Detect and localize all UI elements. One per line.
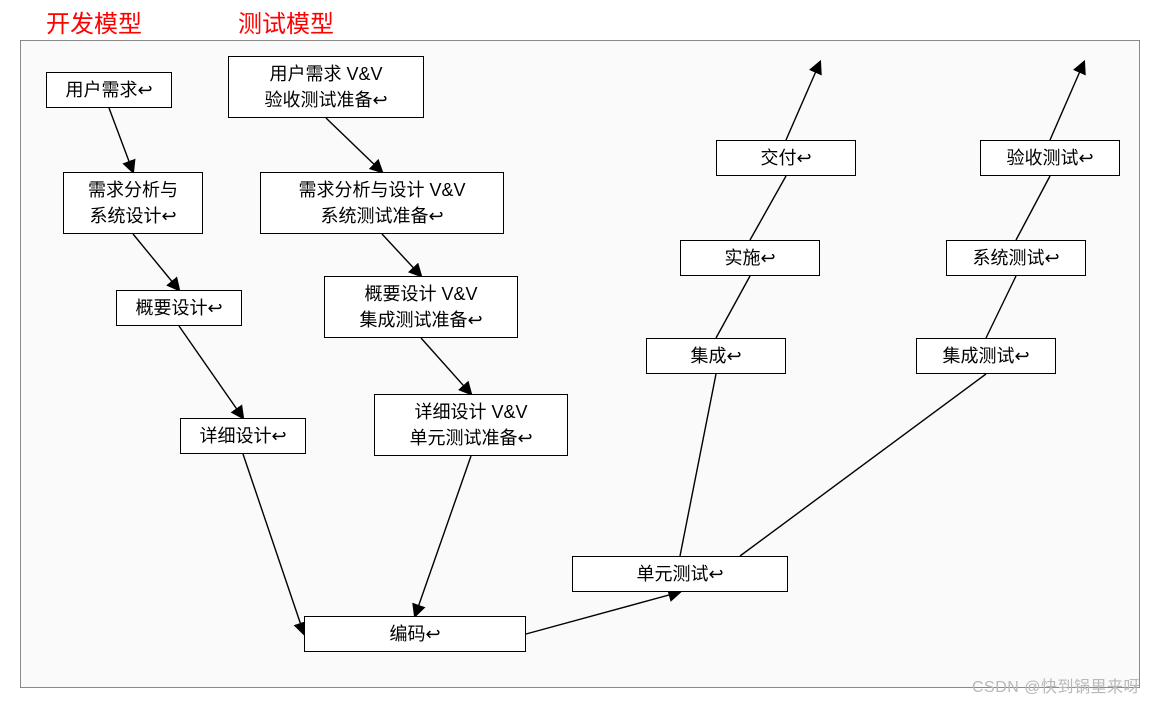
node-vv3-line0: 概要设计 V&V (333, 281, 509, 307)
node-tacc-line0: 验收测试↩ (989, 145, 1111, 171)
node-dev1: 用户需求↩ (46, 72, 172, 108)
node-tacc: 验收测试↩ (980, 140, 1120, 176)
title-test: 测试模型 (238, 4, 334, 39)
node-vv4-line0: 详细设计 V&V (383, 399, 559, 425)
node-unit-line0: 单元测试↩ (581, 561, 779, 587)
node-vv1: 用户需求 V&V验收测试准备↩ (228, 56, 424, 118)
node-impl: 实施↩ (680, 240, 820, 276)
node-int: 集成↩ (646, 338, 786, 374)
title-dev: 开发模型 (46, 4, 142, 39)
node-vv1-line0: 用户需求 V&V (237, 61, 415, 87)
node-tint: 集成测试↩ (916, 338, 1056, 374)
node-vv3-line1: 集成测试准备↩ (333, 307, 509, 333)
node-vv1-line1: 验收测试准备↩ (237, 87, 415, 113)
node-dev2-line1: 系统设计↩ (72, 203, 194, 229)
node-dev2: 需求分析与系统设计↩ (63, 172, 203, 234)
node-dev4: 详细设计↩ (180, 418, 306, 454)
node-dev1-line0: 用户需求↩ (55, 77, 163, 103)
node-dev4-line0: 详细设计↩ (189, 423, 297, 449)
node-int-line0: 集成↩ (655, 343, 777, 369)
node-code: 编码↩ (304, 616, 526, 652)
node-dev3: 概要设计↩ (116, 290, 242, 326)
node-vv2-line0: 需求分析与设计 V&V (269, 177, 495, 203)
node-tint-line0: 集成测试↩ (925, 343, 1047, 369)
node-vv3: 概要设计 V&V集成测试准备↩ (324, 276, 518, 338)
node-deliv-line0: 交付↩ (725, 145, 847, 171)
node-impl-line0: 实施↩ (689, 245, 811, 271)
node-deliv: 交付↩ (716, 140, 856, 176)
node-dev2-line0: 需求分析与 (72, 177, 194, 203)
node-code-line0: 编码↩ (313, 621, 517, 647)
node-vv2: 需求分析与设计 V&V系统测试准备↩ (260, 172, 504, 234)
node-vv4-line1: 单元测试准备↩ (383, 425, 559, 451)
node-vv2-line1: 系统测试准备↩ (269, 203, 495, 229)
node-dev3-line0: 概要设计↩ (125, 295, 233, 321)
node-unit: 单元测试↩ (572, 556, 788, 592)
node-tsys-line0: 系统测试↩ (955, 245, 1077, 271)
node-vv4: 详细设计 V&V单元测试准备↩ (374, 394, 568, 456)
node-tsys: 系统测试↩ (946, 240, 1086, 276)
watermark: CSDN @快到锅里来呀 (972, 673, 1140, 697)
